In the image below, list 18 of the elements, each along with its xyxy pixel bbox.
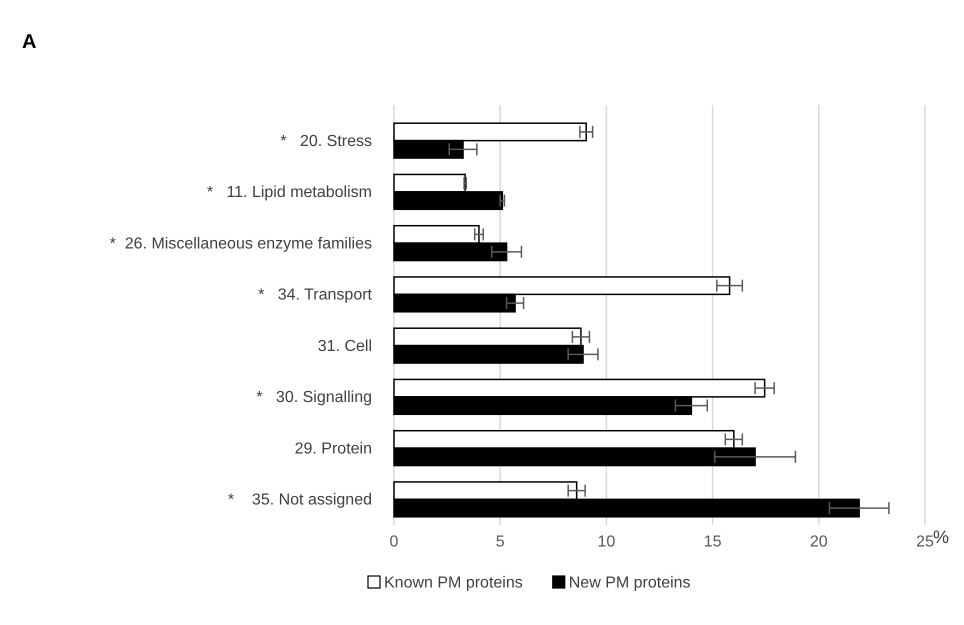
legend-label: Known PM proteins xyxy=(384,574,523,592)
y-tick-label: * 34. Transport xyxy=(258,286,373,304)
legend-label: New PM proteins xyxy=(568,574,691,592)
y-tick-label: * 26. Miscellaneous enzyme families xyxy=(110,235,372,252)
y-tick-label: * 20. Stress xyxy=(280,132,372,150)
x-tick-label: 20 xyxy=(810,533,828,550)
x-tick-label: 15 xyxy=(704,533,722,550)
y-tick-label: * 30. Signalling xyxy=(256,388,372,406)
y-tick-label: * 11. Lipid metabolism xyxy=(206,184,372,201)
y-tick-label: * 35. Not assigned xyxy=(228,491,372,508)
x-tick-label: 5 xyxy=(496,533,505,550)
x-tick-label: 25 xyxy=(916,533,934,550)
text: A xyxy=(22,31,36,53)
x-axis-title: % xyxy=(933,527,950,547)
y-tick-label: 31. Cell xyxy=(318,338,372,355)
x-tick-label: 0 xyxy=(390,533,399,550)
x-tick-label: 10 xyxy=(598,533,616,550)
y-tick-label: 29. Protein xyxy=(294,440,372,458)
